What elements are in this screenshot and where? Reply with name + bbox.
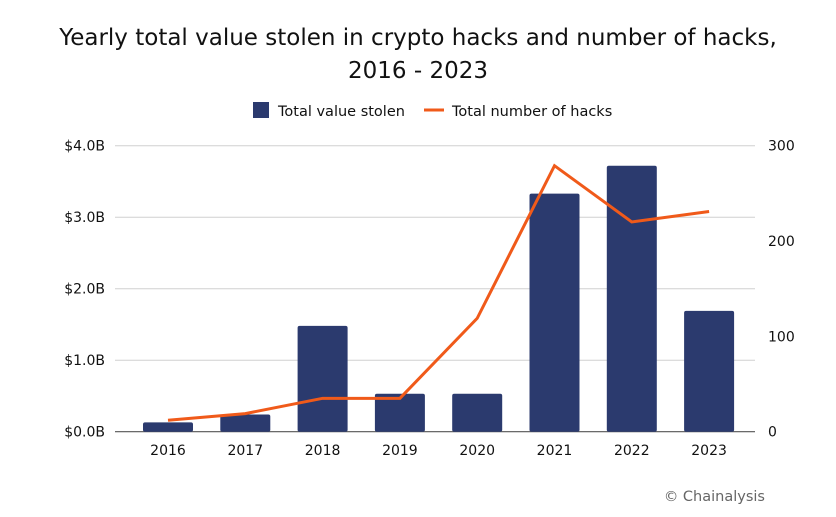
left-axis-tick-label: $1.0B (64, 353, 105, 369)
legend-label-line: Total number of hacks (451, 104, 612, 120)
x-tick-label: 2018 (305, 443, 341, 459)
legend: Total value stolen Total number of hacks (253, 102, 612, 120)
left-axis-tick-label: $2.0B (64, 282, 105, 298)
x-tick-label: 2022 (614, 443, 650, 459)
x-tick-label: 2016 (150, 443, 186, 459)
legend-label-bar: Total value stolen (277, 104, 405, 120)
bar-2023 (684, 310, 735, 432)
chart-title-line2: 2016 - 2023 (348, 58, 488, 84)
bar-2022 (606, 165, 657, 432)
right-axis-tick-label: 100 (768, 329, 795, 345)
chart-title-line1: Yearly total value stolen in crypto hack… (58, 25, 777, 51)
bar-2016 (143, 422, 193, 432)
x-tick-label: 2019 (382, 443, 418, 459)
x-tick-label: 2023 (691, 443, 727, 459)
hacks-line (167, 163, 710, 422)
source-credit: © Chainalysis (664, 489, 765, 505)
bar-2017 (220, 414, 271, 432)
left-axis-tick-label: $3.0B (64, 210, 105, 226)
legend-swatch-bar (253, 102, 269, 118)
left-axis-tick-label: $0.0B (64, 425, 105, 441)
right-axis-tick-label: 200 (768, 234, 795, 250)
bar-2020 (452, 393, 503, 432)
right-axis-tick-label: 0 (768, 425, 777, 441)
bar-2021 (529, 193, 580, 432)
bar-2018 (297, 325, 348, 432)
bar-2019 (374, 393, 425, 432)
x-tick-label: 2020 (459, 443, 495, 459)
x-tick-label: 2017 (227, 443, 263, 459)
left-axis-tick-label: $4.0B (64, 139, 105, 155)
x-tick-label: 2021 (537, 443, 573, 459)
right-axis-tick-label: 300 (768, 139, 795, 155)
